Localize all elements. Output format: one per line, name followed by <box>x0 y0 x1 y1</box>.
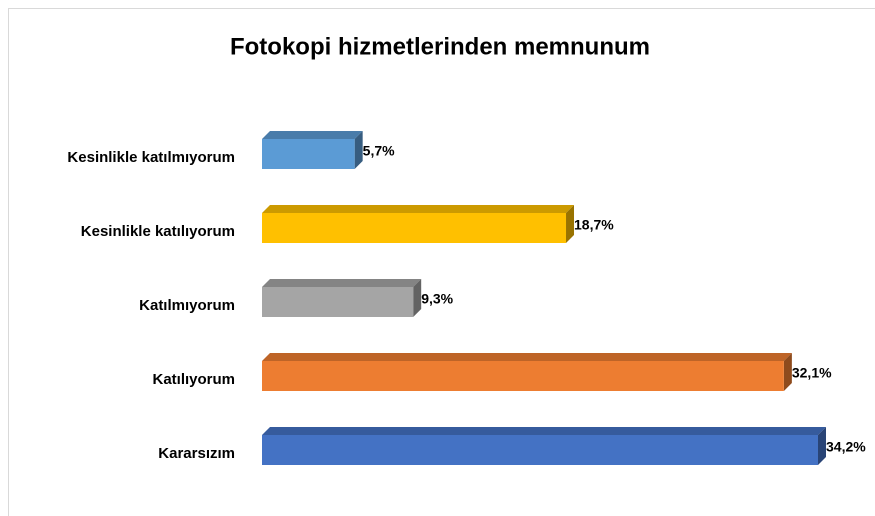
bar <box>262 435 818 465</box>
value-label: 34,2% <box>826 439 866 455</box>
bar <box>262 361 784 391</box>
bar-side <box>818 427 826 465</box>
bar-side <box>354 131 363 169</box>
bar-top <box>262 353 792 361</box>
bar-top <box>262 279 422 287</box>
value-label: 18,7% <box>574 217 614 233</box>
value-label: 32,1% <box>792 365 832 381</box>
value-label: 9,3% <box>421 291 453 307</box>
bar-side <box>783 353 792 391</box>
category-label: Kesinlikle katılmıyorum <box>67 149 235 166</box>
bar <box>262 139 355 169</box>
bar-side <box>413 279 422 317</box>
category-label: Kararsızım <box>158 445 235 462</box>
chart-title: Fotokopi hizmetlerinden memnunum <box>230 33 650 60</box>
bar-top <box>262 131 363 139</box>
value-label: 5,7% <box>363 143 395 159</box>
chart-border <box>8 8 875 516</box>
bar-side <box>566 205 575 243</box>
category-label: Kesinlikle katılıyorum <box>81 223 235 240</box>
bar-top <box>262 205 575 213</box>
category-label: Katılıyorum <box>152 371 235 388</box>
bar <box>262 213 567 243</box>
category-label: Katılmıyorum <box>139 297 235 314</box>
bar-top <box>262 427 826 435</box>
bar <box>262 287 414 317</box>
